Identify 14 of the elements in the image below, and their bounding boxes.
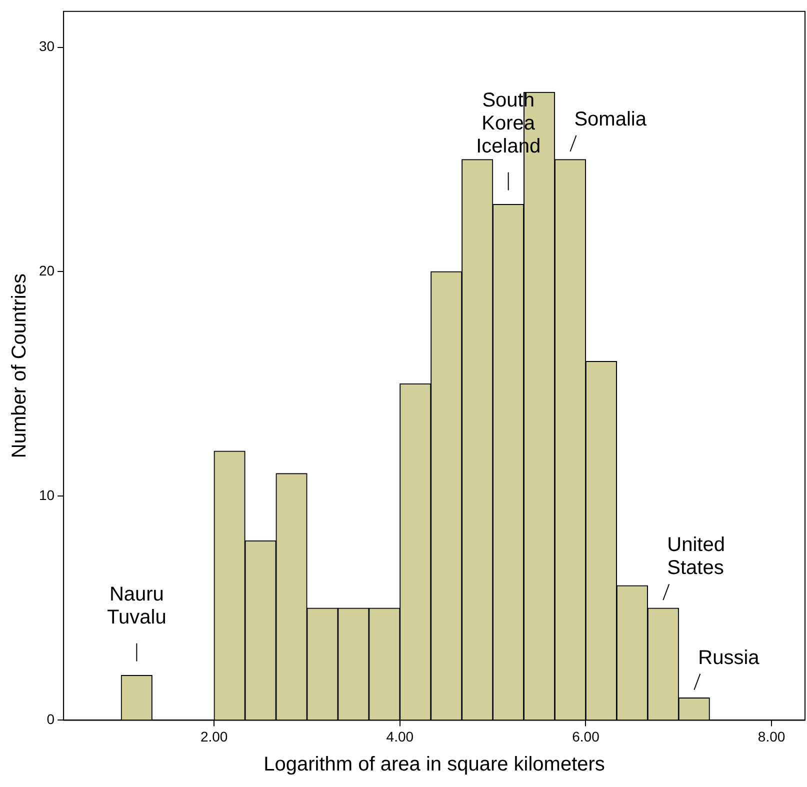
x-tick-label: 6.00 bbox=[572, 728, 600, 744]
x-axis-title: Logarithm of area in square kilometers bbox=[264, 754, 605, 776]
x-tick-label: 4.00 bbox=[386, 728, 414, 744]
y-tick-label: 0 bbox=[46, 711, 55, 728]
annotation: Russia bbox=[698, 646, 760, 669]
annotation: United States bbox=[667, 534, 725, 580]
annotation: Somalia bbox=[574, 108, 648, 130]
y-axis-title: Number of Countries bbox=[8, 274, 31, 458]
y-tick-label: 10 bbox=[38, 486, 55, 503]
x-tick-label: 2.00 bbox=[200, 728, 228, 744]
y-tick-label: 20 bbox=[38, 262, 55, 278]
annotation: Nauru Tuvalu bbox=[107, 583, 166, 628]
x-tick-label: 8.00 bbox=[758, 728, 786, 744]
y-tick-label: 30 bbox=[38, 38, 55, 54]
